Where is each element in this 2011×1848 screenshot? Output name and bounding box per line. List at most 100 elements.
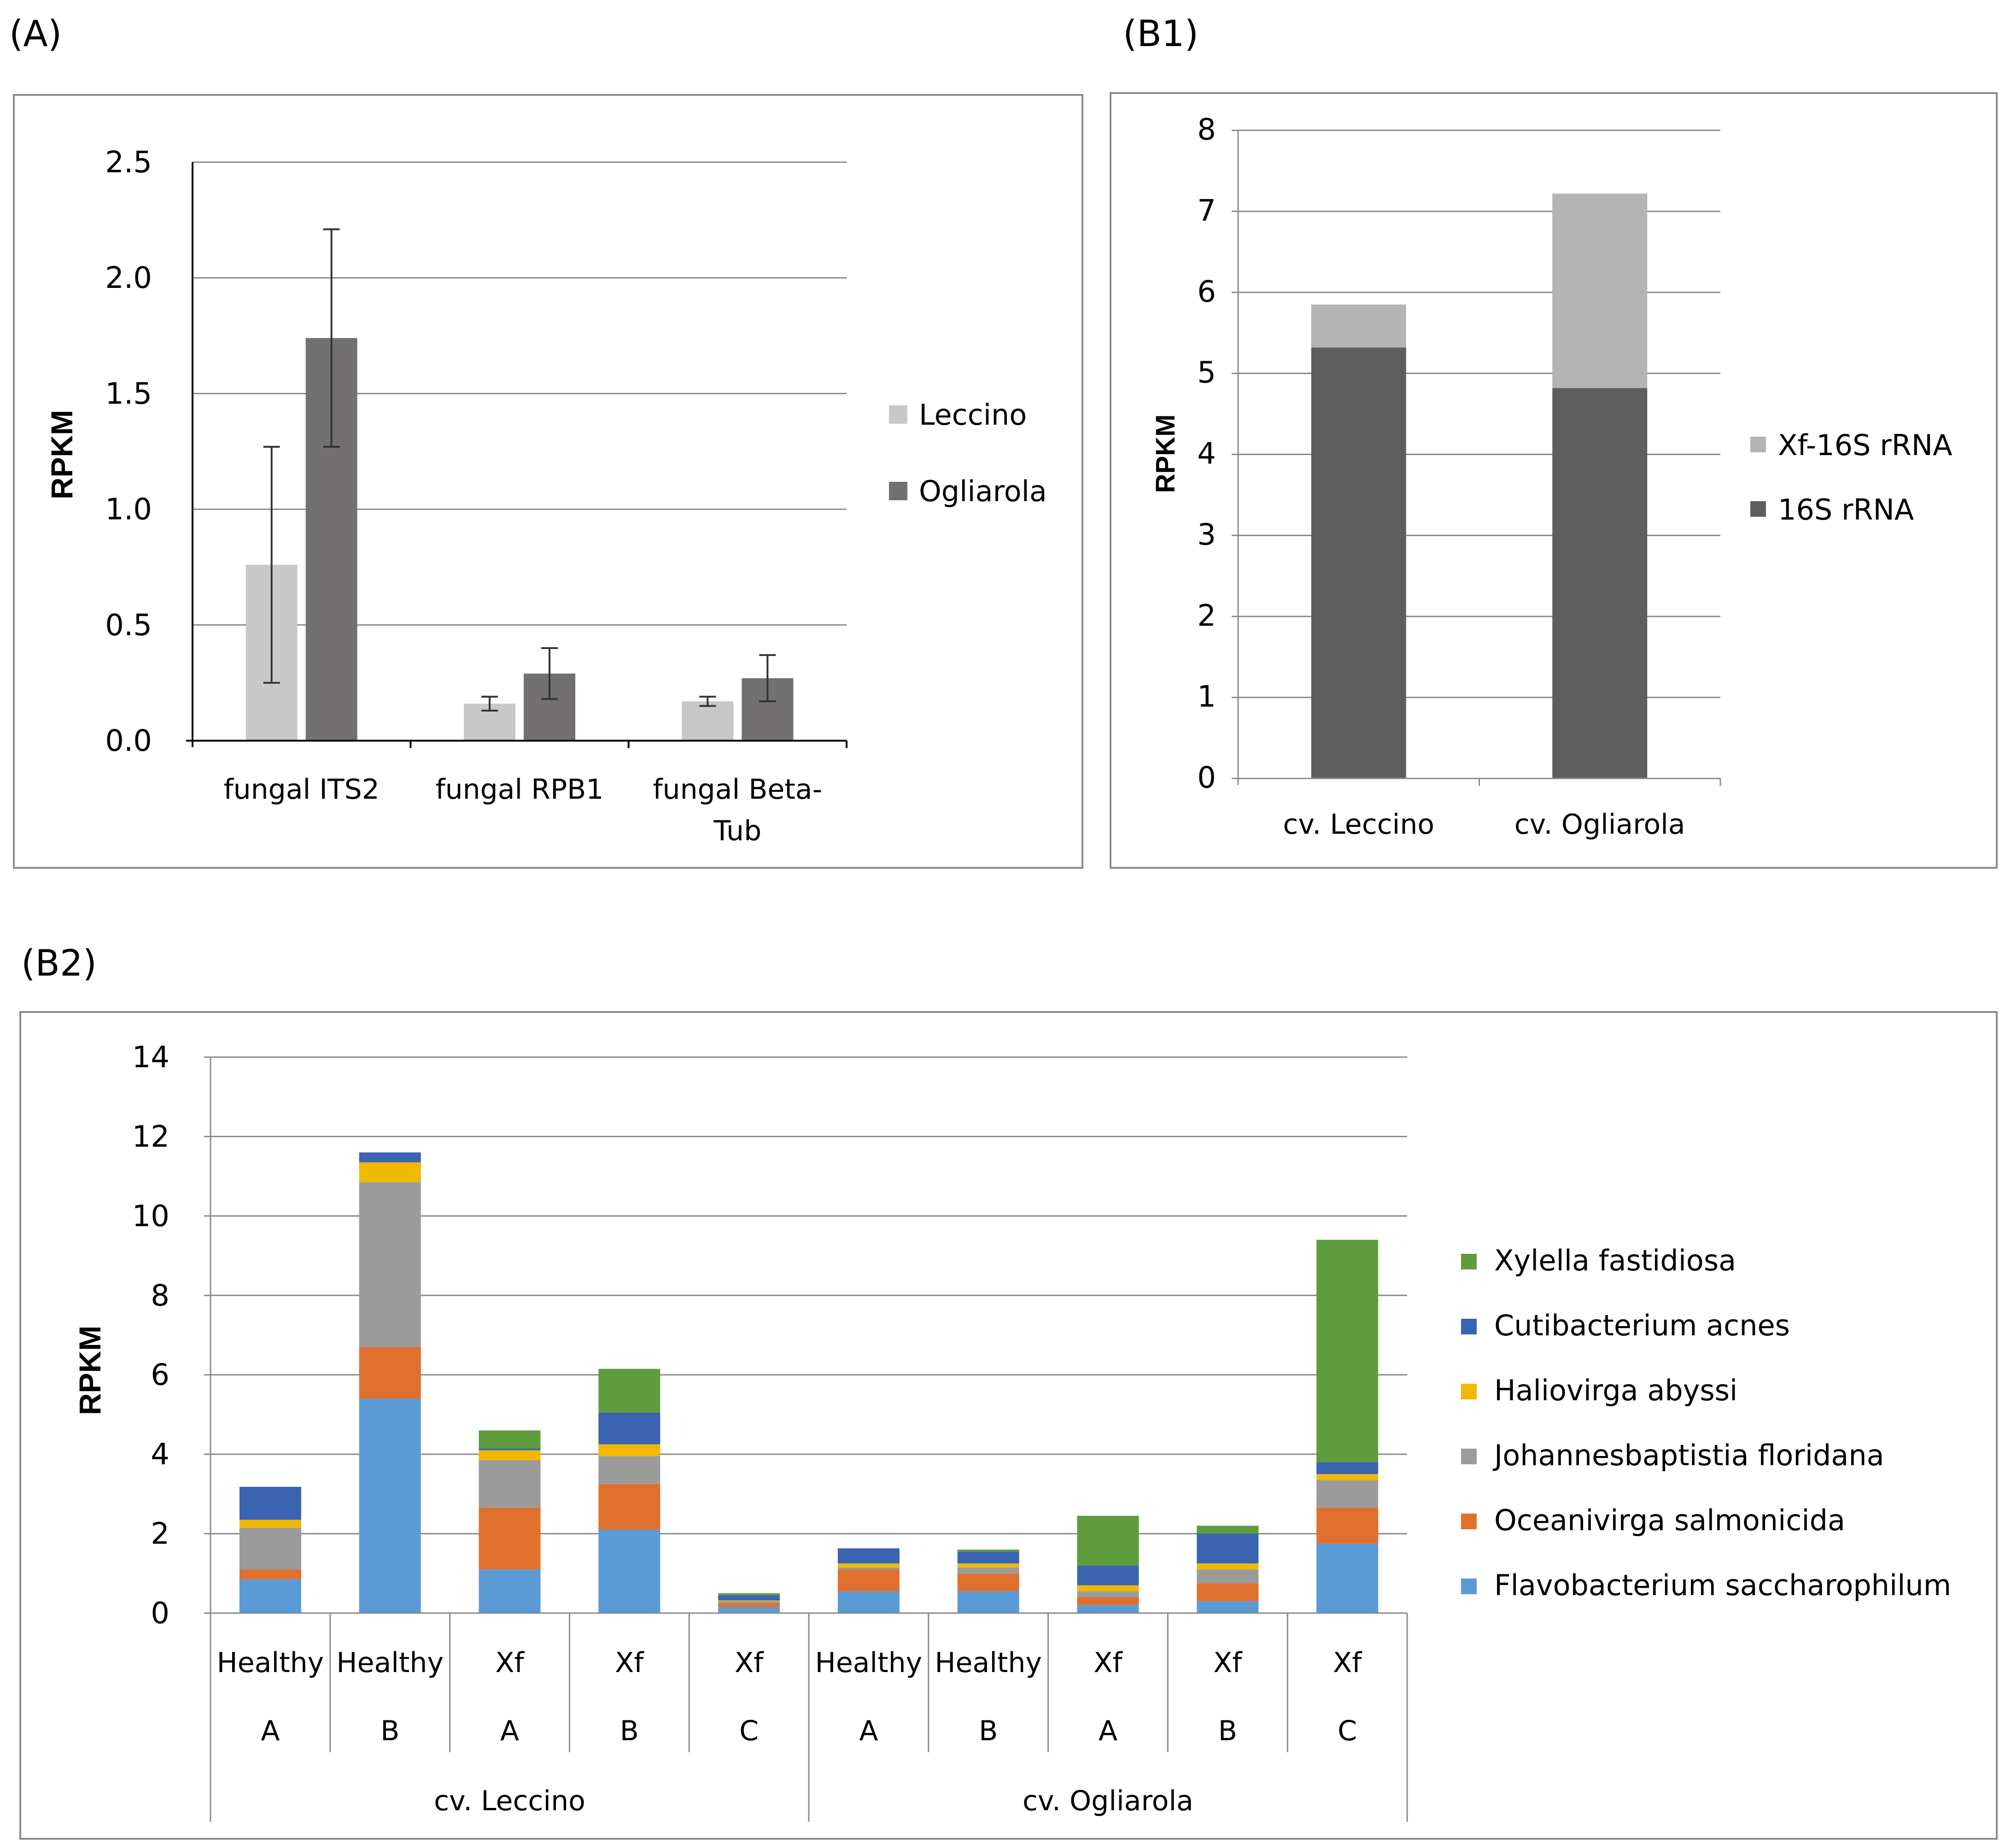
bar-segment (1552, 388, 1648, 778)
y-tick-label: 1.5 (105, 377, 152, 411)
x-category-replicate: A (1099, 1715, 1117, 1747)
legend-swatch (1461, 1384, 1477, 1399)
legend-label: Oceanivirga salmonicida (1494, 1503, 1845, 1537)
bar-segment (1316, 1474, 1379, 1480)
x-group-label: cv. Leccino (434, 1785, 585, 1817)
panel-b2-legend: Xylella fastidiosa Cutibacterium acnes Hal… (1461, 1244, 1951, 1602)
bar-segment (1552, 193, 1648, 388)
legend-swatch (1461, 1449, 1477, 1464)
bar-segment (1316, 1462, 1379, 1474)
panel-b1-ylabel: RPKM (1151, 415, 1181, 493)
bar-segment (1197, 1526, 1259, 1534)
y-tick-label: 8 (1197, 113, 1216, 147)
x-category-label: Tub (713, 815, 762, 847)
x-category-status: Healthy (815, 1647, 923, 1679)
bar-segment (837, 1591, 900, 1613)
y-tick-label: 10 (132, 1199, 170, 1234)
bar-segment (718, 1593, 780, 1596)
bar-segment (479, 1569, 541, 1613)
bar-segment (1197, 1533, 1259, 1564)
y-tick-label: 0 (151, 1597, 170, 1631)
y-tick-label: 12 (132, 1120, 170, 1154)
bar-segment (1197, 1563, 1259, 1570)
x-category-label: fungal Beta- (653, 773, 822, 806)
y-tick-label: 6 (151, 1358, 170, 1392)
y-tick-label: 1.0 (105, 493, 152, 527)
x-category-replicate: A (859, 1715, 878, 1747)
bar-segment (1316, 1544, 1379, 1613)
bar-segment (239, 1527, 301, 1570)
bar-segment (239, 1520, 301, 1528)
panel-label-b2: (B2) (21, 943, 97, 984)
bar-segment (718, 1603, 780, 1608)
x-category-replicate: C (739, 1715, 759, 1747)
x-category-status: Healthy (336, 1647, 444, 1679)
bar-segment (239, 1569, 301, 1579)
bar-segment (1077, 1565, 1139, 1585)
bar-segment (479, 1430, 541, 1449)
x-category-replicate: C (1338, 1715, 1357, 1747)
bar-segment (1077, 1597, 1139, 1605)
bar-segment (1197, 1601, 1259, 1613)
panel-label-a: (A) (9, 13, 62, 55)
x-category-replicate: B (380, 1715, 399, 1747)
panel-a-legend: Leccino Ogliarola (889, 398, 1047, 508)
bar-segment (598, 1368, 661, 1413)
x-category-status: Xf (495, 1647, 525, 1679)
panel-b2-chart: 0 2 4 6 8 10 12 14 Healthy A Healthy B Xf A Xf B Xf C Hea… (132, 1041, 1951, 1822)
bar-segment (1077, 1605, 1139, 1613)
bar-segment (359, 1152, 421, 1163)
bar-segment (957, 1567, 1019, 1573)
bar-segment (957, 1550, 1019, 1552)
legend-swatch-xf16s (1750, 437, 1766, 452)
legend-label: Haliovirga abyssi (1494, 1374, 1737, 1407)
y-tick-label: 4 (1197, 437, 1216, 471)
y-tick-label: 14 (132, 1041, 170, 1075)
bar-segment (837, 1563, 900, 1567)
panel-b1-legend: Xf-16S rRNA 16S rRNA (1750, 428, 1953, 526)
bar-segment (957, 1591, 1019, 1613)
y-tick-label: 0.0 (105, 724, 152, 758)
y-tick-label: 6 (1197, 275, 1216, 309)
y-tick-label: 2.0 (105, 261, 152, 295)
bar-segment (479, 1448, 541, 1450)
bar-segment (598, 1444, 661, 1456)
y-tick-label: 5 (1197, 356, 1216, 390)
legend-swatch (1461, 1254, 1477, 1269)
bar-segment (359, 1398, 421, 1613)
y-tick-label: 1 (1197, 680, 1216, 714)
bar-segment (957, 1563, 1019, 1567)
legend-label: Xylella fastidiosa (1494, 1244, 1736, 1277)
x-category-status: Xf (735, 1647, 764, 1679)
bar-segment (1316, 1480, 1379, 1508)
bar-segment (837, 1569, 900, 1591)
x-category-replicate: B (620, 1715, 639, 1747)
x-category-label: cv. Leccino (1283, 808, 1434, 841)
legend-label-16s: 16S rRNA (1778, 493, 1914, 526)
panel-label-b1: (B1) (1123, 13, 1198, 55)
y-tick-label: 2.5 (105, 146, 152, 180)
bar-segment (239, 1579, 301, 1613)
legend-label: Johannesbaptistia floridana (1492, 1439, 1884, 1472)
bar-segment (359, 1162, 421, 1182)
x-category-replicate: B (1218, 1715, 1237, 1747)
bar-segment (837, 1548, 900, 1564)
bar-segment (359, 1347, 421, 1399)
y-tick-label: 2 (1197, 599, 1216, 633)
y-tick-label: 2 (151, 1517, 170, 1551)
panel-a-chart: 0.0 0.5 1.0 1.5 2.0 2.5 fungal ITS2 fungal RPB… (105, 146, 1047, 847)
y-tick-label: 0.5 (105, 608, 152, 643)
bar-segment (718, 1607, 780, 1613)
bar-segment (598, 1484, 661, 1530)
bar-segment (359, 1182, 421, 1347)
legend-swatch-ogliarola (889, 482, 907, 500)
legend-label-leccino: Leccino (919, 398, 1027, 432)
bar-segment (479, 1450, 541, 1461)
x-category-status: Xf (1093, 1647, 1123, 1679)
x-category-status: Healthy (935, 1647, 1042, 1679)
y-tick-label: 8 (151, 1279, 170, 1313)
x-category-label: fungal ITS2 (223, 773, 379, 806)
bar-segment (1316, 1508, 1379, 1544)
bar-segment (598, 1529, 661, 1613)
